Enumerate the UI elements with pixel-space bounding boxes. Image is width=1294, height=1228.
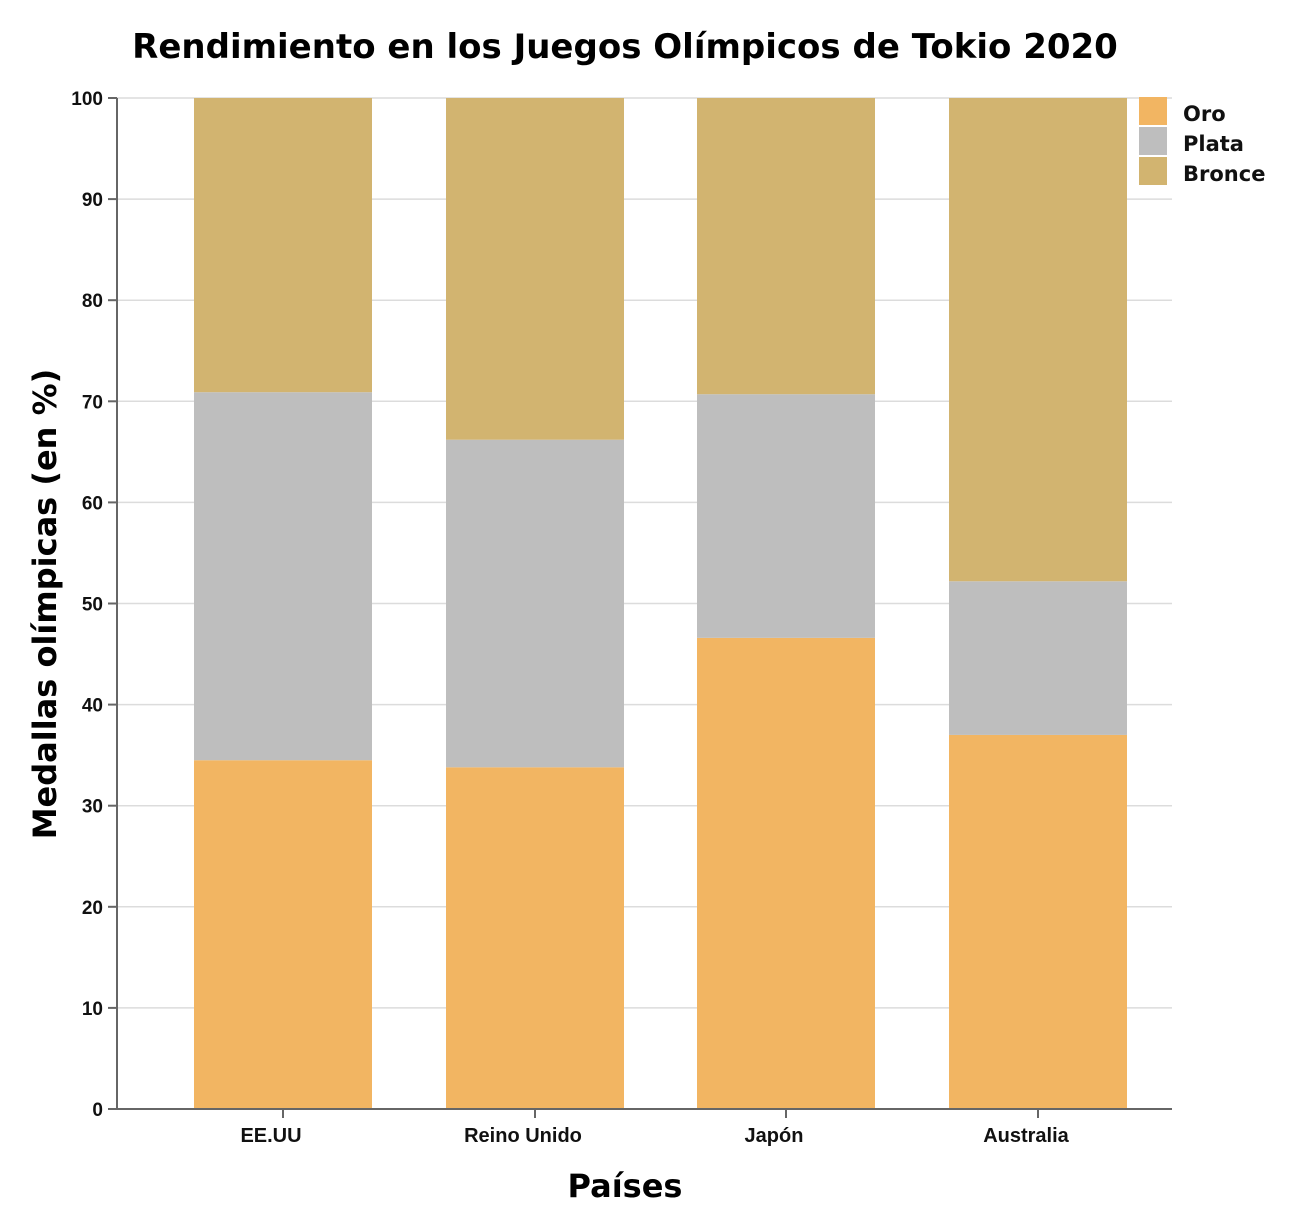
x-tick-label: EE.UU: [240, 1125, 301, 1147]
bar-oro-4: [949, 734, 1127, 1109]
y-tick-label: 80: [82, 291, 103, 312]
legend-swatch-plata: [1139, 127, 1167, 155]
bar-oro-3: [697, 637, 875, 1109]
bar-plata-1: [194, 392, 372, 761]
x-tick-label: Reino Unido: [464, 1125, 582, 1147]
bar-bronce-1: [194, 98, 372, 393]
chart-title: Rendimiento en los Juegos Olímpicos de T…: [132, 27, 1118, 67]
legend-label-oro: Oro: [1183, 102, 1226, 126]
y-tick-label: 100: [71, 89, 103, 110]
legend-swatch-oro: [1139, 97, 1167, 125]
y-axis-title: Medallas olímpicas (en %): [26, 369, 64, 840]
x-axis-ticks: EE.UU Reino Unido Japón Australia: [240, 1109, 1070, 1147]
bar-plata-2: [446, 439, 624, 768]
bar-plata-3: [697, 394, 875, 638]
y-tick-label: 30: [82, 797, 103, 818]
bar-plata-4: [949, 581, 1127, 735]
bar-oro-1: [194, 760, 372, 1109]
bar-oro-2: [446, 767, 624, 1109]
bar-bronce-2: [446, 98, 624, 440]
y-tick-label: 40: [82, 696, 103, 717]
y-tick-label: 50: [82, 595, 103, 616]
legend-label-bronce: Bronce: [1183, 162, 1265, 186]
x-tick-label: Australia: [983, 1125, 1069, 1147]
y-tick-label: 20: [82, 898, 103, 919]
bar-bronce-3: [697, 98, 875, 395]
legend: Oro Plata Bronce: [1139, 97, 1265, 186]
y-axis-ticks: 0 10 20 30 40 50 60 70 80 90 100: [71, 89, 117, 1121]
bar-bronce-4: [949, 98, 1127, 582]
y-tick-label: 10: [82, 999, 103, 1020]
legend-label-plata: Plata: [1183, 132, 1244, 156]
y-tick-label: 70: [82, 392, 103, 413]
x-axis-title: Países: [568, 1167, 683, 1205]
y-tick-label: 0: [92, 1100, 103, 1121]
y-tick-label: 60: [82, 493, 103, 514]
y-tick-label: 90: [82, 190, 103, 211]
legend-swatch-bronce: [1139, 157, 1167, 185]
bars: [194, 98, 1127, 1109]
x-tick-label: Japón: [745, 1125, 804, 1147]
